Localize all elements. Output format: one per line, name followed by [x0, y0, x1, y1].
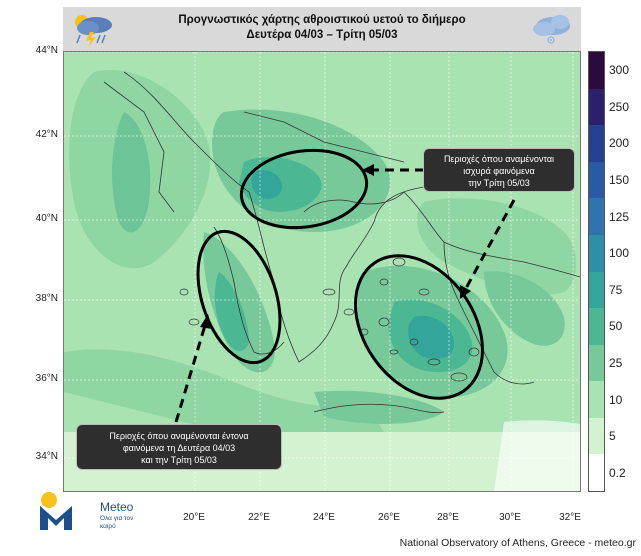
lat-label-36: 36°N — [35, 373, 58, 384]
lon-label-22: 22°E — [248, 512, 270, 523]
colorbar-label: 75 — [609, 282, 623, 297]
logo-tagline: Όλα για τον καιρό — [100, 515, 134, 530]
colorbar-segment — [589, 161, 604, 199]
colorbar-label: 150 — [609, 173, 630, 188]
lat-label-40: 40°N — [35, 213, 58, 224]
map-gridlines — [64, 52, 580, 491]
lat-label-42: 42°N — [35, 129, 58, 140]
colorbar-segment — [589, 344, 604, 382]
colorbar-label: 0.2 — [609, 465, 626, 480]
colorbar-segment — [589, 52, 604, 90]
colorbar-label: 250 — [609, 99, 630, 114]
callout-intense-weather: Περιοχές όπου αναμένονται έντονα φαινόμε… — [76, 424, 282, 470]
colorbar-label: 200 — [609, 136, 630, 151]
lon-label-26: 26°E — [378, 512, 400, 523]
logo-name: Meteo — [100, 500, 134, 514]
callout-arrows — [174, 168, 516, 423]
highlight-western-greece — [196, 229, 282, 365]
lat-label-44: 44°N — [35, 45, 58, 56]
colorbar-label: 50 — [609, 319, 623, 334]
colorbar-segment — [589, 271, 604, 309]
colorbar-segment — [589, 417, 604, 455]
lon-label-30: 30°E — [499, 512, 521, 523]
callout-2-line1: Περιοχές όπου αναμένονται έντονα — [109, 431, 249, 441]
map-title: Προγνωστικός χάρτης αθροιστικού υετού το… — [178, 14, 466, 26]
callout-strong-weather: Περιοχές όπου αναμένονται ισχυρά φαινόμε… — [423, 148, 575, 192]
cloud-icon — [527, 10, 577, 48]
arrow-to-west — [174, 321, 208, 423]
lon-label-24: 24°E — [313, 512, 335, 523]
colorbar-label: 5 — [609, 429, 616, 444]
header-banner: Προγνωστικός χάρτης αθροιστικού υετού το… — [63, 7, 581, 51]
colorbar-label: 300 — [609, 63, 630, 78]
callout-2-line3: και την Τρίτη 05/03 — [141, 455, 217, 465]
colorbar-label: 125 — [609, 209, 630, 224]
colorbar-label: 25 — [609, 355, 623, 370]
callout-1-line2: ισχυρά φαινόμενα — [463, 166, 535, 176]
colorbar-label: 10 — [609, 392, 623, 407]
footer-credit: National Observatory of Athens, Greece -… — [399, 537, 636, 549]
colorbar-label: 100 — [609, 246, 630, 261]
colorbar-segment — [589, 454, 604, 492]
meteo-logo-icon — [34, 490, 154, 538]
arrowheads — [200, 164, 471, 329]
coastlines — [103, 71, 580, 413]
lat-label-38: 38°N — [35, 293, 58, 304]
precipitation-colorbar — [588, 51, 605, 492]
islands — [179, 257, 480, 382]
callout-1-line1: Περιοχές όπου αναμένονται — [443, 154, 555, 164]
callout-2-line2: φαινόμενα τη Δευτέρα 04/03 — [122, 443, 236, 453]
lon-label-32: 32°E — [559, 512, 581, 523]
lat-label-34: 34°N — [35, 451, 58, 462]
colorbar-segment — [589, 198, 604, 236]
highlight-north-greece — [239, 148, 369, 230]
colorbar-segment — [589, 234, 604, 272]
callout-1-line3: την Τρίτη 05/03 — [468, 178, 530, 188]
lon-label-28: 28°E — [437, 512, 459, 523]
colorbar-segment — [589, 308, 604, 346]
colorbar-segment — [589, 88, 604, 126]
map-subtitle: Δευτέρα 04/03 – Τρίτη 05/03 — [246, 29, 398, 41]
colorbar-segment — [589, 125, 604, 163]
storm-cloud-icon — [68, 10, 118, 48]
lon-label-20: 20°E — [183, 512, 205, 523]
arrow-to-southeast — [462, 199, 516, 293]
colorbar-segment — [589, 381, 604, 419]
